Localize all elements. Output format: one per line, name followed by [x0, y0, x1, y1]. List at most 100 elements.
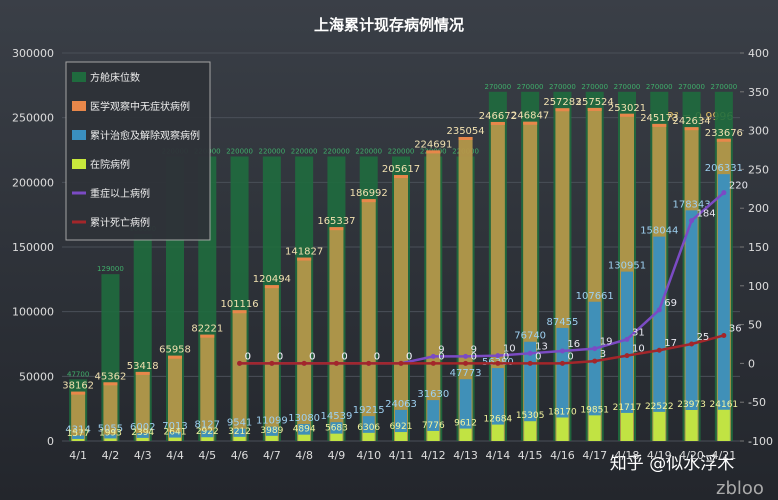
data-label: 13080: [288, 413, 320, 424]
data-label: 205617: [382, 164, 420, 175]
data-label: 9541: [227, 418, 252, 429]
y2-tick-label: 0: [748, 357, 755, 370]
data-label: 7013: [162, 421, 187, 432]
x-tick-label: 4/2: [102, 449, 120, 462]
data-label: 3212: [228, 427, 251, 437]
y2-tick-label: 300: [748, 125, 769, 138]
bar: [201, 437, 214, 441]
bar: [426, 150, 441, 441]
data-label: 0: [309, 351, 315, 362]
data-label: 0: [471, 351, 477, 362]
data-label: 0: [438, 351, 444, 362]
data-label: 47773: [450, 368, 482, 379]
y2-tick-label: 250: [748, 163, 769, 176]
bar: [556, 327, 569, 441]
data-label: 6921: [390, 422, 413, 432]
point: [527, 360, 533, 366]
point: [559, 360, 565, 366]
x-tick-label: 4/12: [421, 449, 446, 462]
data-label: 3: [600, 349, 606, 360]
data-label: 2394: [131, 428, 154, 438]
watermark: 知乎 @似水浮木: [610, 454, 734, 474]
legend-label: 累计死亡病例: [90, 216, 150, 229]
y2-tick-label: -50: [748, 396, 766, 409]
data-label: 16: [567, 339, 580, 350]
bar-cap: [103, 382, 118, 386]
bar: [427, 430, 440, 441]
legend-box: [65, 61, 211, 241]
bar: [459, 379, 472, 441]
point: [366, 360, 372, 366]
x-tick-label: 4/4: [166, 449, 184, 462]
legend-swatch: [72, 72, 86, 82]
point: [592, 358, 598, 364]
data-label: 242634: [672, 116, 710, 127]
data-label: 23973: [677, 400, 706, 410]
data-label: 12684: [484, 415, 513, 425]
data-label: 0: [245, 351, 251, 362]
data-label: 1577: [67, 429, 90, 439]
point: [656, 347, 662, 353]
data-label: 82221: [191, 324, 223, 335]
bar: [685, 409, 698, 441]
bar: [394, 175, 408, 442]
data-label: 8127: [195, 419, 220, 430]
bar: [233, 436, 246, 441]
bar: [72, 438, 85, 441]
data-label: 165337: [317, 216, 355, 227]
y-tick-label: 100000: [12, 306, 54, 319]
point: [430, 353, 436, 359]
point: [269, 360, 275, 366]
point: [624, 353, 630, 359]
bar: [135, 371, 150, 441]
data-label: 235054: [446, 126, 484, 137]
bar: [168, 355, 182, 441]
y2-tick-label: 50: [748, 319, 762, 332]
point: [398, 360, 404, 366]
y2-tick-label: 350: [748, 86, 769, 99]
data-label: 87455: [547, 317, 579, 328]
bar: [395, 432, 407, 441]
bar-cap: [329, 227, 344, 231]
data-label: 270000: [614, 83, 641, 91]
x-tick-label: 4/19: [647, 449, 672, 462]
data-label: 65958: [159, 345, 191, 356]
bar-cap: [361, 199, 376, 203]
x-tick-label: 4/5: [198, 449, 216, 462]
bar: [169, 431, 181, 441]
data-label: 15305: [516, 411, 545, 421]
data-label: 17: [664, 338, 677, 349]
data-label: 19851: [580, 405, 609, 415]
data-label: 5683: [325, 424, 348, 434]
x-tick-label: 4/16: [550, 449, 575, 462]
data-label: 0: [341, 351, 347, 362]
data-label: 270000: [710, 83, 737, 91]
x-tick-label: 4/10: [356, 449, 381, 462]
data-label: 4894: [293, 425, 316, 435]
bar: [329, 227, 344, 441]
y-tick-label: 300000: [12, 47, 54, 60]
data-label: 107661: [576, 291, 614, 302]
bar: [104, 438, 117, 441]
data-label: 24063: [385, 399, 417, 410]
x-tick-label: 4/18: [615, 449, 640, 462]
data-label: 19215: [353, 405, 385, 416]
bar: [169, 437, 181, 441]
data-label: 220000: [258, 147, 285, 155]
point: [689, 341, 695, 347]
data-label: 246847: [511, 111, 549, 122]
data-label: 45362: [95, 371, 127, 382]
data-label: 220: [729, 181, 748, 192]
y-tick-label: 50000: [19, 370, 54, 383]
x-tick-label: 4/9: [328, 449, 346, 462]
bar: [362, 432, 375, 441]
bar: [685, 210, 698, 441]
data-label: 3989: [260, 426, 283, 436]
data-label: 220000: [226, 147, 253, 155]
data-label: 220000: [291, 147, 318, 155]
x-tick-label: 4/3: [134, 449, 152, 462]
data-label: 220000: [388, 147, 415, 155]
data-label: 270000: [549, 83, 576, 91]
data-label: 19: [600, 337, 613, 348]
